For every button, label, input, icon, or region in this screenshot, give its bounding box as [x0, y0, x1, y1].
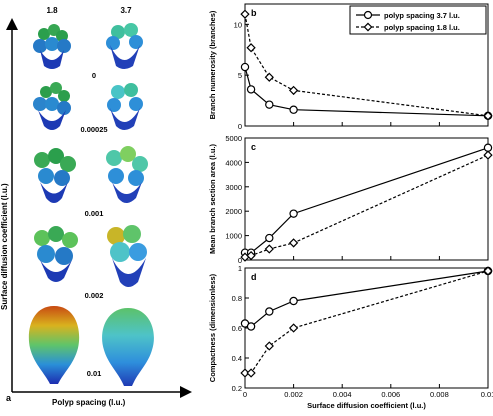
panel-d-series-1-line — [244, 270, 489, 328]
coral-shape-r2c1 — [33, 82, 71, 130]
panel-c-series-1-point-4 — [483, 143, 493, 152]
panel-b-series-2-point-0 — [240, 9, 250, 19]
row-label-2: 0.00025 — [80, 125, 107, 134]
panel-b-series-1-point-2 — [265, 100, 274, 109]
panel-d-ylabel: Compactness (dimensionless) — [208, 273, 217, 382]
panel-d-series-2-point-1 — [246, 368, 256, 378]
panel-b-legend-box — [349, 5, 487, 35]
panel-d-xtick-label-4: 0.008 — [430, 390, 449, 399]
panel-b-series-1-point-0 — [240, 62, 250, 72]
panel-d-ytick-label-3: 0.8 — [232, 294, 242, 303]
panel-d-letter: d — [251, 272, 257, 282]
panel-d-series-2-point-2 — [264, 341, 274, 351]
panel-b-legend-marker-1 — [363, 10, 373, 20]
coral-shape-r4c1 — [34, 226, 78, 282]
column-label-2: 3.7 — [120, 6, 132, 15]
panel-d-xtick-label-2: 0.004 — [333, 390, 352, 399]
panel-d-xlabel: Surface diffusion coefficient (l.u.) — [307, 401, 426, 410]
panel-a-ylabel: Surface diffusion coefficient (l.u.) — [0, 183, 9, 310]
panel-b-ytick-label-1: 5 — [238, 71, 242, 80]
panel-d-plot-frame — [244, 267, 489, 389]
panel-letter-a: a — [6, 393, 12, 403]
panel-d-series-2-point-4 — [483, 266, 493, 276]
panel-c-series-1-point-2 — [265, 233, 274, 243]
panel-d-series-2-point-0 — [240, 368, 250, 378]
panel-d-xtick-label-1: 0.002 — [284, 390, 303, 399]
coral-shape-r5c2 — [102, 308, 154, 386]
panel-c-series-2-line — [244, 154, 489, 258]
panel-c-ytick-label-1: 1000 — [225, 232, 242, 241]
panel-d-series-1-point-2 — [265, 307, 274, 316]
panel-b-letter: b — [251, 8, 257, 18]
panel-b-ytick-label-0: 0 — [238, 122, 242, 131]
coral-shape-r3c2 — [106, 146, 148, 203]
panel-c-series-2-point-2 — [264, 244, 274, 254]
panel-d-series-1-point-1 — [246, 322, 256, 331]
panel-d-ytick-label-4: 1 — [238, 264, 242, 273]
panel-c-ytick-label-3: 3000 — [225, 183, 242, 192]
panel-c-series-1-point-3 — [289, 209, 298, 218]
panel-d-ytick-label-0: 0.2 — [232, 384, 242, 393]
panel-a: a Polyp spacing (l.u.) Surface diffusion… — [0, 0, 200, 411]
coral-shape-r1c1 — [33, 24, 71, 69]
panel-a-svg: a Polyp spacing (l.u.) Surface diffusion… — [0, 6, 192, 407]
coral-shape-r4c2 — [107, 225, 147, 287]
panel-c-plot-frame — [244, 137, 489, 261]
panel-b-series-2-point-2 — [264, 72, 274, 82]
panel-d-series-2-point-3 — [288, 323, 299, 333]
panel-b-legend-marker-2 — [363, 22, 373, 32]
row-label-5: 0.01 — [87, 369, 102, 378]
panel-c-ylabel: Mean branch section area (l.u.) — [208, 143, 217, 254]
panel-b-series-1-point-1 — [246, 85, 256, 94]
panel-d-series-2-line — [245, 270, 489, 374]
panel-b-series-2-point-4 — [483, 111, 493, 121]
coral-shape-r5c1 — [28, 306, 80, 384]
panel-d-xtick-label-0: 0 — [243, 390, 247, 399]
panel-a-xlabel: Polyp spacing (l.u.) — [52, 398, 126, 407]
panel-c-letter: c — [251, 142, 256, 152]
column-label-1: 1.8 — [46, 6, 58, 15]
row-label-3: 0.001 — [85, 209, 104, 218]
charts-area: b 0 5 10 Branch numerosity (branches) polyp s… — [200, 0, 493, 411]
panel-c-ytick-label-2: 2000 — [225, 207, 242, 216]
panel-b-series-2-point-3 — [288, 85, 299, 96]
panel-c-series-2-point-3 — [288, 238, 299, 248]
panel-b-legend-label-2: polyp spacing 1.8 l.u. — [384, 23, 460, 32]
panel-b-legend-label-1: polyp spacing 3.7 l.u. — [384, 11, 460, 20]
panel-d-series-1-point-3 — [289, 296, 298, 306]
panel-d-xtick-label-3: 0.006 — [381, 390, 400, 399]
panel-c-series-2-point-4 — [483, 150, 493, 160]
panel-d-ytick-label-1: 0.4 — [232, 354, 242, 363]
coral-shape-r1c2 — [106, 23, 143, 69]
coral-shape-r2c2 — [107, 83, 143, 130]
panel-b-series-1-line — [244, 66, 489, 117]
panel-b-series-2-line — [244, 14, 489, 117]
panel-d-xtick-label-5: 0.01 — [481, 390, 493, 399]
row-label-1: 0 — [92, 71, 96, 80]
panel-c-ytick-label-0: 0 — [238, 256, 242, 265]
panel-b-ytick-label-2: 10 — [234, 20, 242, 29]
row-label-4: 0.002 — [85, 291, 104, 300]
panel-c-ytick-label-5: 5000 — [225, 134, 242, 143]
panel-c-series-1-line — [245, 147, 489, 254]
panel-c-series-2-point-1 — [246, 250, 256, 261]
panel-b-ylabel: Branch numerosity (branches) — [208, 10, 217, 119]
coral-shape-r3c1 — [34, 148, 76, 203]
panel-d-ytick-label-2: 0.6 — [232, 324, 242, 333]
panel-b-series-2-point-1 — [246, 43, 256, 53]
panel-b-series-1-point-3 — [289, 105, 298, 114]
panel-c-ytick-label-4: 4000 — [225, 158, 242, 167]
